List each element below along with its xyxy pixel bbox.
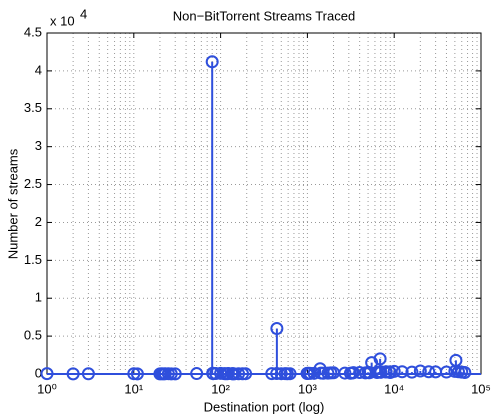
stem-marker: [458, 365, 472, 379]
x-tick-label: 10²: [211, 381, 230, 396]
y-tick-label: 1: [35, 290, 42, 305]
y-tick-label: 3.5: [24, 100, 42, 115]
y-multiplier: x 10: [50, 13, 75, 28]
y-multiplier-exponent: 4: [80, 6, 87, 21]
stem-marker: [395, 365, 409, 379]
y-tick-label: 1.5: [24, 252, 42, 267]
x-axis-label: Destination port (log): [204, 399, 325, 414]
stem-marker: [439, 365, 453, 379]
y-tick-label: 2.5: [24, 176, 42, 191]
stem-marker: [413, 364, 427, 378]
stem-marker: [353, 365, 367, 379]
y-tick-label: 3: [35, 138, 42, 153]
y-tick-label: 2: [35, 214, 42, 229]
stem-marker: [422, 365, 436, 379]
y-tick-label: 0: [35, 365, 42, 380]
chart-title: Non−BitTorrent Streams Traced: [173, 8, 355, 23]
stem-marker: [387, 364, 401, 378]
y-tick-label: 4.5: [24, 24, 42, 39]
stem-marker: [373, 352, 387, 366]
x-tick-label: 10⁵: [471, 381, 491, 396]
y-axis-label: Number of streams: [5, 148, 20, 259]
y-tick-label: 4: [35, 62, 42, 77]
stem-marker: [205, 55, 219, 69]
y-tick-label: 0.5: [24, 328, 42, 343]
x-tick-label: 10⁰: [37, 381, 57, 396]
stem-marker: [405, 365, 419, 379]
x-tick-label: 10³: [298, 381, 317, 396]
x-tick-label: 10¹: [124, 381, 143, 396]
stem-marker: [270, 322, 284, 336]
x-tick-label: 10⁴: [384, 381, 404, 396]
